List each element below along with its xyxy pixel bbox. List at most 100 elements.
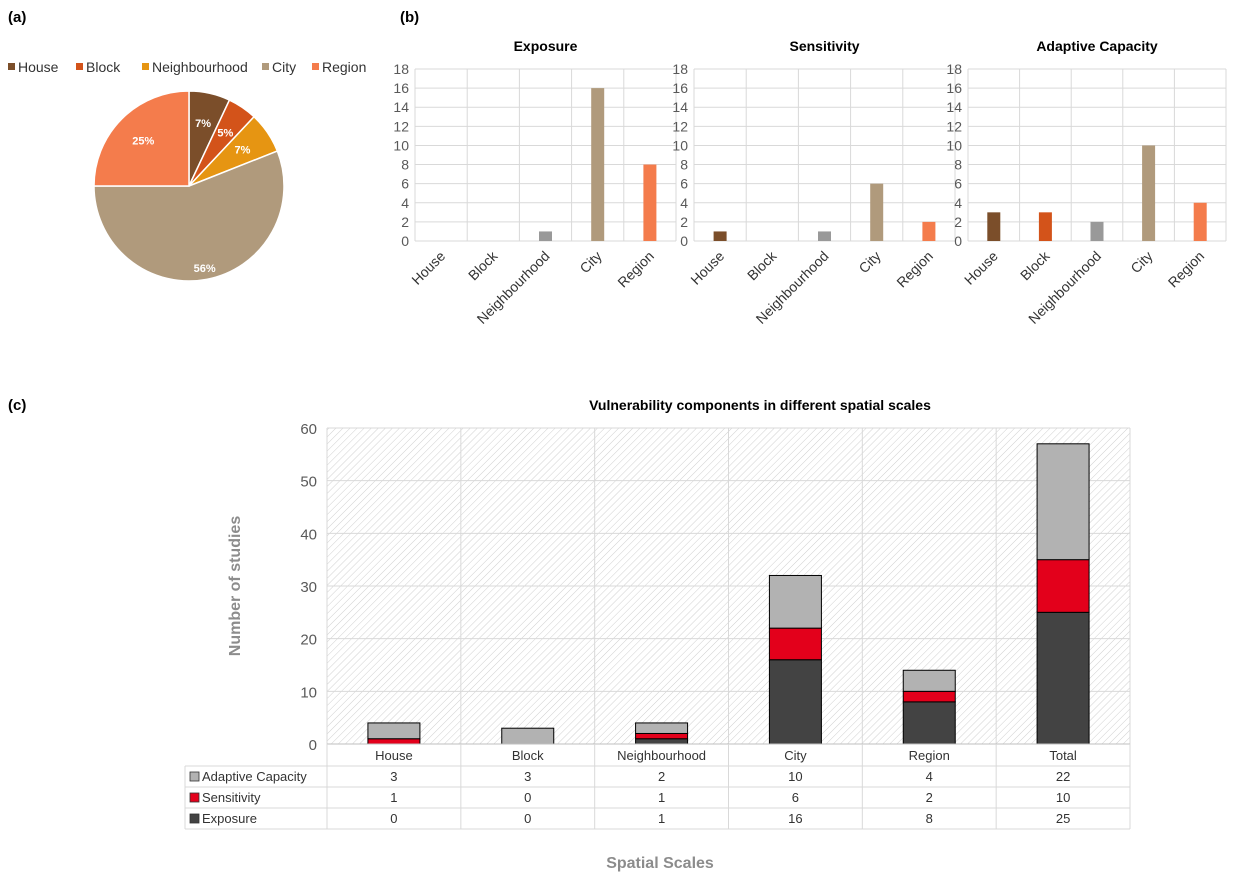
bar-chart-adaptive-capacity: Adaptive Capacity 0 2 4 6 8 10 12 14 16 18 House Blo… [946, 38, 1227, 327]
x-tick-label: Block [465, 247, 501, 283]
table-cell: 2 [926, 790, 933, 805]
pie-slice-region [93, 90, 190, 187]
bar-segment-adaptive-capacity-total [1036, 443, 1090, 561]
y-tick-label: 20 [300, 632, 317, 649]
x-tick-label: Block [1017, 247, 1053, 283]
legend-swatch-house [8, 63, 15, 70]
y-tick-label: 8 [401, 157, 409, 173]
y-tick-label: 18 [393, 61, 409, 77]
legend-swatch-city [262, 63, 269, 70]
y-tick-label: 12 [946, 118, 962, 134]
table-cell: 16 [788, 811, 802, 826]
table-cell: 1 [658, 790, 665, 805]
panel-label-c: (c) [8, 397, 26, 414]
pie-label-region: 25% [132, 135, 154, 147]
pie-label-house: 7% [195, 118, 211, 130]
chart-title: Adaptive Capacity [1036, 38, 1158, 54]
y-tick-label: 4 [401, 195, 409, 211]
bar-region [922, 221, 936, 241]
y-tick-label: 6 [401, 176, 409, 192]
x-tick-label: Region [1165, 248, 1208, 291]
x-tick-label: House [961, 248, 1001, 288]
table-cell: 3 [390, 769, 397, 784]
bar-house [987, 212, 1001, 241]
y-tick-label: 12 [393, 118, 409, 134]
x-tick-label: City [576, 248, 604, 276]
bar-segment-sensitivity-neighbourhood [635, 732, 689, 740]
bar-segment-sensitivity-city [768, 627, 822, 661]
y-tick-label: 2 [680, 214, 688, 230]
bar-region [1193, 202, 1207, 241]
legend-swatch-exposure [189, 813, 200, 824]
table-cell: 25 [1056, 811, 1070, 826]
pie-label-neighbourhood: 7% [234, 145, 250, 157]
chart-title: Vulnerability components in different sp… [589, 397, 931, 413]
bar-segment-adaptive-capacity-neighbourhood [635, 722, 689, 734]
stacked-bar-chart: Vulnerability components in different sp… [184, 397, 1131, 872]
bar-neighbourhood [1090, 221, 1104, 241]
y-tick-label: 6 [954, 176, 962, 192]
bar-city [1142, 145, 1156, 241]
bar-segment-exposure-total [1036, 611, 1090, 745]
x-tick-label: House [408, 248, 448, 288]
legend-label-region: Region [322, 59, 366, 75]
y-tick-label: 4 [954, 195, 962, 211]
y-tick-label: 14 [393, 99, 409, 115]
legend-label-city: City [272, 59, 296, 75]
y-tick-label: 0 [954, 233, 962, 249]
table-cell: 0 [524, 790, 531, 805]
y-tick-label: 10 [393, 137, 409, 153]
pie-label-block: 5% [217, 128, 233, 140]
bar-segment-exposure-neighbourhood [635, 738, 689, 745]
y-tick-label: 0 [680, 233, 688, 249]
bar-segment-exposure-region [902, 701, 956, 745]
y-tick-label: 16 [946, 80, 962, 96]
x-tick-label: House [375, 748, 413, 763]
table-row-header: Sensitivity [202, 790, 261, 805]
y-tick-label: 0 [401, 233, 409, 249]
bar-house [713, 231, 727, 241]
bar-segment-adaptive-capacity-block [501, 727, 555, 745]
chart-title: Sensitivity [789, 38, 859, 54]
table-cell: 1 [658, 811, 665, 826]
y-tick-label: 6 [680, 176, 688, 192]
panel-label-b: (b) [400, 9, 419, 26]
bar-city [591, 88, 605, 241]
legend-swatch-block [76, 63, 83, 70]
table-cell: 1 [390, 790, 397, 805]
y-tick-label: 16 [393, 80, 409, 96]
legend-label-block: Block [86, 59, 121, 75]
x-tick-label: City [784, 748, 807, 763]
pie-chart: House Block Neighbourhood City Region7%5%7%5… [8, 59, 366, 282]
y-tick-label: 12 [672, 118, 688, 134]
bar-region [643, 164, 657, 241]
y-tick-label: 2 [401, 214, 409, 230]
y-tick-label: 2 [954, 214, 962, 230]
bar-segment-adaptive-capacity-house [367, 722, 421, 740]
y-axis-title: Number of studies [227, 516, 244, 657]
legend-label-house: House [18, 59, 59, 75]
table-cell: 10 [1056, 790, 1070, 805]
table-cell: 10 [788, 769, 802, 784]
x-tick-label: City [1127, 248, 1155, 276]
table-cell: 8 [926, 811, 933, 826]
legend-swatch-adaptive-capacity [189, 771, 200, 782]
y-tick-label: 0 [309, 737, 317, 754]
bar-segment-adaptive-capacity-city [768, 574, 822, 629]
y-tick-label: 8 [680, 157, 688, 173]
y-tick-label: 10 [300, 684, 317, 701]
x-tick-label: City [855, 248, 883, 276]
x-tick-label: House [687, 248, 727, 288]
table-cell: 0 [524, 811, 531, 826]
table-cell: 6 [792, 790, 799, 805]
y-tick-label: 14 [672, 99, 688, 115]
x-tick-label: Neighbourhood [617, 748, 706, 763]
x-tick-label: Region [614, 248, 657, 291]
x-axis-title: Spatial Scales [606, 855, 714, 872]
table-cell: 2 [658, 769, 665, 784]
y-tick-label: 50 [300, 474, 317, 491]
y-tick-label: 40 [300, 526, 317, 543]
x-tick-label: Region [909, 748, 950, 763]
